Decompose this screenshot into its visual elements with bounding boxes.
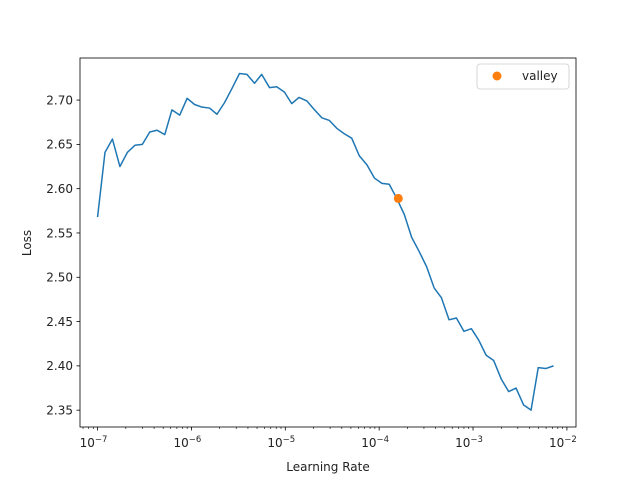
legend-box (476, 63, 570, 90)
legend-valley-label: valley (522, 69, 558, 83)
plot-area (96, 72, 554, 411)
x-axis-ticks: 10−7 10−6 10−5 10−4 10−3 10−2 (80, 427, 577, 450)
x-axis-label: Learning Rate (286, 460, 369, 474)
legend: valley (476, 63, 570, 90)
y-axis-label: Loss (20, 230, 34, 256)
legend-valley-marker (492, 71, 502, 81)
y-tick-label: 2.45 (46, 315, 73, 329)
x-tick-label: 10−2 (549, 435, 577, 450)
marker-layer (393, 193, 403, 203)
x-tick-label: 10−5 (267, 435, 295, 450)
y-tick-label: 2.70 (46, 93, 73, 107)
y-tick-label: 2.40 (46, 359, 73, 373)
valley-point (393, 193, 403, 203)
loss-series-line (96, 72, 554, 411)
axes-frame (79, 57, 577, 428)
y-tick-label: 2.65 (46, 138, 73, 152)
y-tick-label: 2.60 (46, 182, 73, 196)
y-tick-label: 2.50 (46, 271, 73, 285)
x-tick-label: 10−6 (174, 435, 202, 450)
y-tick-label: 2.55 (46, 226, 73, 240)
x-tick-label: 10−7 (80, 435, 108, 450)
x-tick-label: 10−4 (361, 435, 389, 450)
x-tick-label: 10−3 (455, 435, 483, 450)
y-axis-ticks: 2.35 2.40 2.45 2.50 2.55 2.60 2.65 2.70 (46, 93, 80, 417)
y-tick-label: 2.35 (46, 403, 73, 417)
